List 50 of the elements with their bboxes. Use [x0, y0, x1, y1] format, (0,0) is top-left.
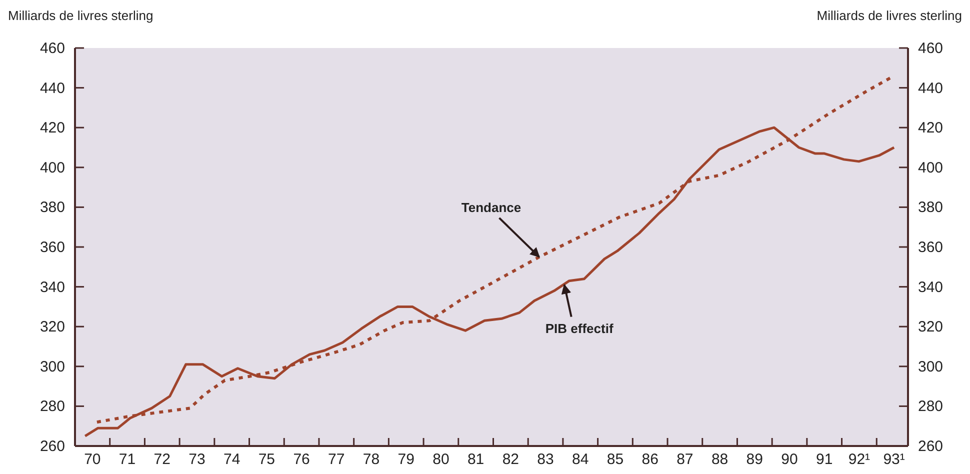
y-tick-label: 440	[40, 80, 65, 97]
x-tick-label: 75	[258, 451, 276, 468]
x-tick-label: 83	[537, 451, 554, 468]
y-tick-label: 260	[40, 438, 65, 455]
y-tick-label: 320	[40, 318, 65, 336]
y-tick-label: 300	[40, 358, 65, 376]
y2-tick-label: 460	[918, 40, 944, 57]
y-tick-label: 340	[40, 278, 65, 296]
y2-tick-label: 360	[918, 239, 944, 256]
x-tick-label: 91	[816, 451, 833, 468]
x-tick-label: 90	[781, 451, 798, 468]
x-tick-label: 88	[711, 451, 728, 468]
x-tick-label: 71	[118, 451, 136, 468]
y2-tick-label: 320	[918, 318, 944, 336]
y-tick-label: 280	[40, 398, 65, 416]
y-tick-label: 420	[40, 120, 65, 137]
x-tick-label: 84	[572, 451, 589, 468]
y2-tick-label: 340	[918, 278, 944, 296]
y-tick-label: 380	[40, 199, 65, 216]
x-tick-label: 85	[606, 451, 624, 468]
y2-tick-label: 280	[918, 398, 944, 416]
y2-tick-label: 380	[918, 199, 944, 216]
x-tick-label: 79	[398, 451, 414, 468]
x-tick-label: 82	[502, 451, 520, 468]
x-tick-label: 89	[746, 451, 763, 468]
x-tick-label: 93¹	[883, 451, 905, 468]
x-tick-label: 87	[676, 451, 694, 468]
y-tick-label: 400	[40, 159, 65, 176]
y2-axis-title: Milliards de livres sterling	[816, 8, 962, 23]
y2-tick-label: 260	[918, 438, 944, 455]
x-tick-label: 77	[328, 451, 345, 468]
x-tick-label: 80	[432, 451, 450, 468]
y2-tick-label: 300	[918, 358, 944, 376]
x-tick-label: 92¹	[848, 451, 870, 468]
y-tick-label: 360	[40, 239, 65, 256]
x-tick-label: 74	[223, 451, 240, 468]
x-tick-label: 86	[642, 451, 658, 468]
y2-tick-label: 400	[918, 159, 944, 176]
x-tick-label: 73	[188, 451, 206, 468]
x-tick-label: 76	[293, 451, 310, 468]
y2-tick-label: 420	[918, 120, 944, 137]
y-tick-label: 460	[40, 40, 65, 57]
x-tick-label: 72	[154, 451, 170, 468]
x-tick-label: 70	[84, 451, 101, 468]
x-tick-label: 78	[362, 451, 380, 468]
annotation: PIB effectif	[545, 320, 614, 336]
y-axis-title: Milliards de livres sterling	[8, 8, 154, 23]
y2-tick-label: 440	[918, 80, 944, 97]
annotation: Tendance	[461, 200, 522, 215]
x-tick-label: 81	[467, 451, 484, 468]
